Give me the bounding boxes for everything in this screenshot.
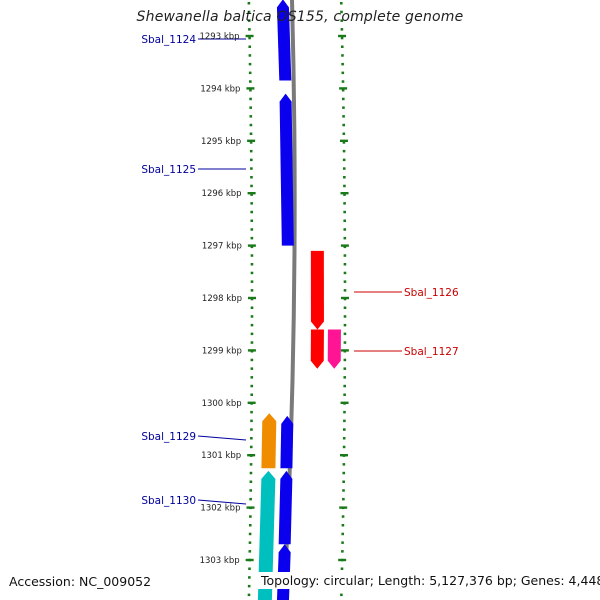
outer-scale-ring <box>338 2 349 597</box>
gene-features <box>257 0 341 600</box>
gene-label[interactable]: Sbal_1126 <box>404 287 459 299</box>
tick-label: 1302 kbp <box>200 504 240 514</box>
tick-label: 1294 kbp <box>200 84 240 94</box>
tick-label: 1303 kbp <box>200 556 240 566</box>
tick-label: 1300 kbp <box>202 399 242 409</box>
tick-label: 1295 kbp <box>201 137 241 147</box>
tick-label: 1296 kbp <box>202 189 242 199</box>
gene-arrow[interactable] <box>310 329 324 369</box>
genome-summary-text: Topology: circular; Length: 5,127,376 bp… <box>258 572 600 589</box>
tick-label: 1299 kbp <box>202 346 242 356</box>
gene-arrow[interactable] <box>278 470 293 545</box>
gene-labels: Sbal_1124 Sbal_1125 Sbal_1126 Sbal_1127 Sbal… <box>141 34 459 507</box>
gene-label[interactable]: Sbal_1124 <box>141 34 196 46</box>
gene-arrow[interactable] <box>280 415 294 469</box>
tick-label: 1298 kbp <box>202 294 242 304</box>
gene-arrow[interactable] <box>276 0 292 81</box>
tick-label: 1297 kbp <box>202 242 242 252</box>
gene-label[interactable]: Sbal_1129 <box>141 431 196 443</box>
inner-scale-ring <box>245 2 256 597</box>
gene-arrow[interactable] <box>310 250 324 330</box>
gene-label[interactable]: Sbal_1127 <box>404 346 459 358</box>
gene-arrow[interactable] <box>261 413 277 469</box>
tick-label: 1301 kbp <box>201 451 241 461</box>
gene-label[interactable]: Sbal_1130 <box>141 495 196 507</box>
gene-arrow[interactable] <box>327 329 341 369</box>
label-leaders <box>197 38 402 505</box>
gene-arrow[interactable] <box>257 470 276 600</box>
map-title: Shewanella baltica OS155, complete genom… <box>136 9 464 25</box>
gene-label[interactable]: Sbal_1125 <box>141 164 196 176</box>
tick-label: 1293 kbp <box>199 32 239 42</box>
gene-arrow[interactable] <box>279 93 294 246</box>
tick-labels: 1293 kbp 1294 kbp 1295 kbp 1296 kbp 1297 kbp… <box>199 32 242 566</box>
accession-text: Accession: NC_009052 <box>9 574 152 589</box>
